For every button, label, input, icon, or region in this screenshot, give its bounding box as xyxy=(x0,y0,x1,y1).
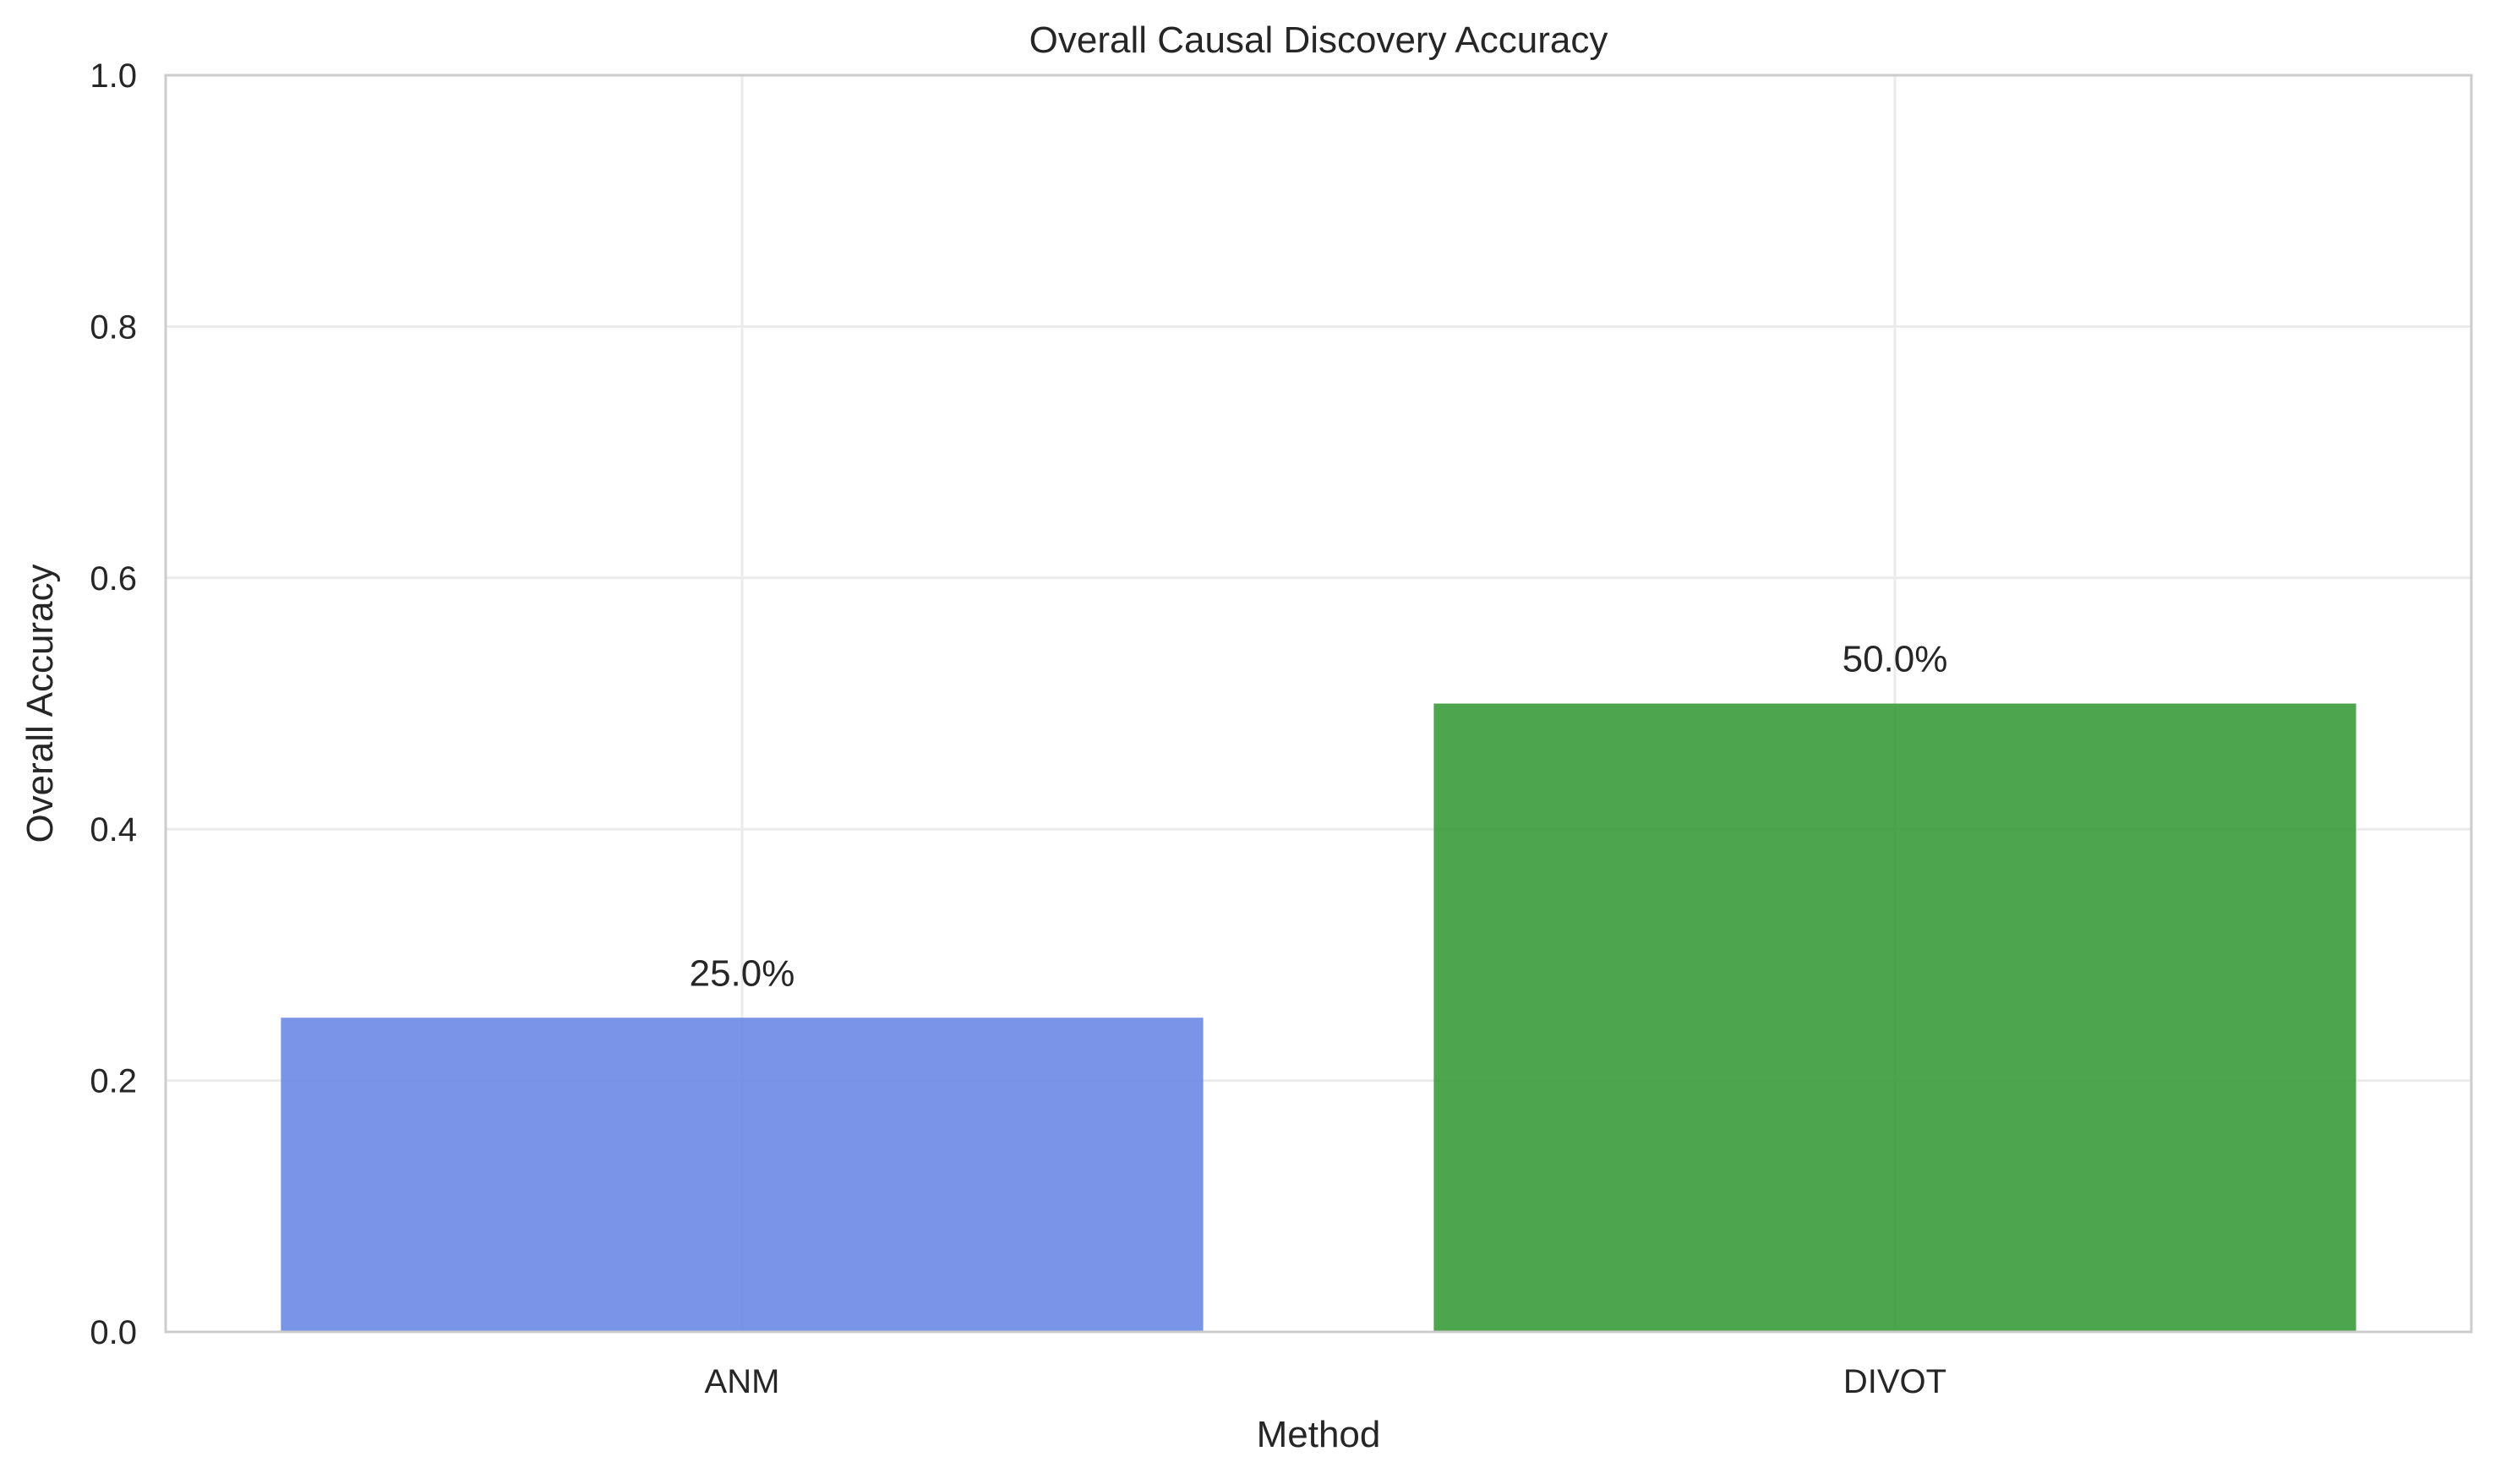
y-tick-label: 0.2 xyxy=(90,1063,137,1100)
y-tick-label: 0.6 xyxy=(90,560,137,597)
y-tick-label: 0.0 xyxy=(90,1314,137,1351)
y-axis-ticks: 0.0 0.2 0.4 0.6 0.8 1.0 xyxy=(90,57,137,1351)
y-tick-label: 1.0 xyxy=(90,57,137,95)
data-label: 50.0% xyxy=(1843,639,1948,680)
x-tick-label: ANM xyxy=(705,1363,780,1400)
data-labels: 25.0% 50.0% xyxy=(690,639,1948,995)
bars xyxy=(281,703,2356,1332)
bar-divot xyxy=(1433,703,2356,1332)
x-axis-ticks: ANM DIVOT xyxy=(705,1363,1947,1400)
data-label: 25.0% xyxy=(690,952,795,994)
y-tick-label: 0.4 xyxy=(90,811,137,848)
y-tick-label: 0.8 xyxy=(90,308,137,346)
x-axis-label: Method xyxy=(1257,1414,1381,1455)
chart-title: Overall Causal Discovery Accuracy xyxy=(1029,19,1608,61)
y-axis-label: Overall Accuracy xyxy=(19,564,61,843)
plot-frame xyxy=(164,74,2473,1334)
x-tick-label: DIVOT xyxy=(1843,1363,1946,1400)
bar-anm xyxy=(281,1018,1204,1332)
